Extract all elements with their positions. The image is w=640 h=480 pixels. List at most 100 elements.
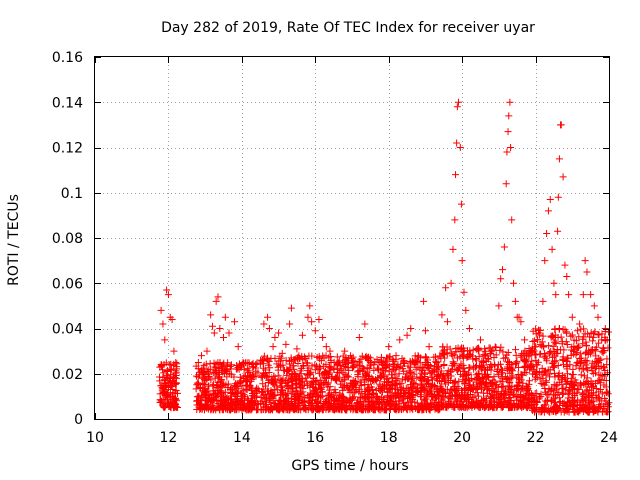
- data-point: [211, 363, 219, 371]
- data-point: [421, 327, 429, 335]
- data-point: [304, 381, 312, 389]
- data-point: [308, 352, 316, 360]
- data-point: [582, 387, 590, 395]
- data-point: [589, 397, 597, 405]
- data-point: [304, 359, 312, 367]
- data-point: [277, 391, 285, 399]
- data-point: [271, 334, 279, 342]
- data-point: [549, 342, 557, 350]
- data-point: [432, 404, 440, 412]
- data-point: [375, 365, 383, 373]
- data-point: [594, 358, 602, 366]
- data-point: [207, 376, 215, 384]
- data-point: [485, 355, 493, 363]
- data-point: [559, 389, 567, 397]
- data-point: [564, 402, 572, 410]
- data-point: [568, 343, 576, 351]
- data-point: [349, 353, 357, 361]
- data-point: [552, 339, 560, 347]
- data-point: [260, 320, 268, 328]
- data-point: [479, 359, 487, 367]
- data-point: [384, 375, 392, 383]
- data-point: [338, 377, 346, 385]
- data-point: [425, 343, 433, 351]
- data-point: [193, 401, 201, 409]
- data-point: [234, 343, 242, 351]
- data-point: [506, 365, 514, 373]
- data-point: [460, 384, 468, 392]
- data-point: [253, 359, 261, 367]
- data-point: [320, 362, 328, 370]
- data-point: [385, 381, 393, 389]
- data-point: [562, 357, 570, 365]
- data-point: [517, 353, 525, 361]
- data-point: [172, 358, 180, 366]
- data-point: [569, 365, 577, 373]
- data-point: [466, 351, 474, 359]
- data-point: [290, 405, 298, 413]
- data-point: [217, 364, 225, 372]
- data-point: [310, 389, 318, 397]
- data-point: [555, 394, 563, 402]
- data-point: [225, 329, 233, 337]
- data-point: [460, 393, 468, 401]
- data-point: [397, 405, 405, 413]
- data-point: [281, 377, 289, 385]
- data-point: [333, 353, 341, 361]
- data-point: [450, 402, 458, 410]
- data-point: [538, 338, 546, 346]
- data-point: [535, 329, 543, 337]
- data-point: [565, 291, 573, 299]
- data-point: [206, 392, 214, 400]
- data-point: [201, 396, 209, 404]
- data-point: [541, 388, 549, 396]
- data-point: [600, 364, 608, 372]
- data-point: [533, 403, 540, 411]
- data-point: [404, 362, 412, 370]
- y-tick-label: 0: [74, 412, 83, 428]
- data-point: [217, 376, 225, 384]
- data-point: [562, 378, 570, 386]
- data-point: [599, 349, 607, 357]
- data-point: [348, 358, 356, 366]
- data-point: [518, 394, 526, 402]
- data-point: [168, 315, 176, 323]
- data-point: [390, 361, 398, 369]
- x-tick-label: 16: [306, 430, 324, 446]
- data-point: [368, 376, 376, 384]
- data-point: [484, 355, 492, 362]
- data-point: [536, 369, 544, 377]
- data-point: [459, 401, 467, 409]
- data-point: [167, 403, 175, 411]
- data-point: [529, 370, 537, 378]
- data-point: [455, 378, 463, 386]
- data-point: [274, 401, 282, 409]
- data-point: [378, 385, 386, 393]
- data-point: [209, 387, 217, 395]
- data-point: [302, 374, 310, 382]
- data-point: [434, 358, 442, 366]
- data-point: [585, 379, 593, 387]
- data-point: [284, 381, 292, 389]
- data-point: [493, 402, 501, 410]
- data-point: [394, 406, 402, 414]
- data-point: [203, 347, 211, 355]
- data-point: [540, 368, 548, 376]
- data-point: [572, 379, 580, 387]
- data-point: [551, 325, 559, 333]
- data-point: [342, 406, 350, 414]
- data-point: [515, 313, 523, 321]
- data-points: [156, 98, 613, 416]
- data-point: [257, 356, 265, 364]
- data-point: [457, 200, 465, 208]
- data-point: [286, 320, 294, 328]
- data-point: [574, 358, 582, 366]
- data-point: [380, 395, 388, 403]
- data-point: [575, 333, 583, 341]
- data-point: [276, 379, 284, 387]
- data-point: [429, 367, 437, 375]
- data-point: [597, 386, 605, 394]
- data-point: [358, 352, 366, 360]
- data-point: [354, 399, 362, 407]
- data-point: [542, 377, 550, 385]
